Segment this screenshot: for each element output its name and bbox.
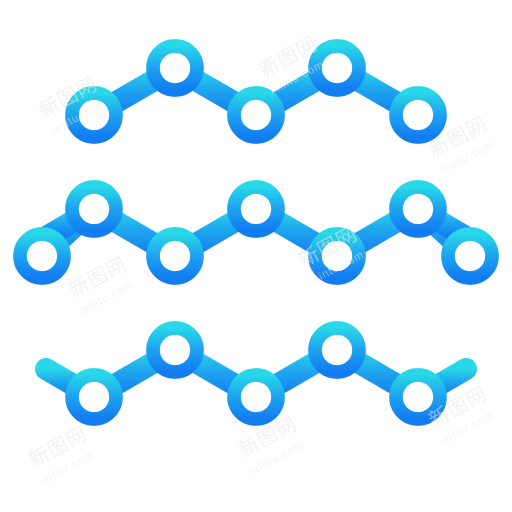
- atom-node: [153, 328, 197, 372]
- atom-node: [315, 234, 359, 278]
- atom-node: [315, 328, 359, 372]
- atom-node: [396, 187, 440, 231]
- atom-node: [72, 187, 116, 231]
- atom-node: [72, 93, 116, 137]
- atom-node: [234, 187, 278, 231]
- atom-node: [234, 93, 278, 137]
- atom-node: [234, 375, 278, 419]
- atom-node: [20, 234, 64, 278]
- atom-node: [396, 93, 440, 137]
- atom-node: [315, 46, 359, 90]
- atom-node: [396, 375, 440, 419]
- atom-node: [153, 46, 197, 90]
- atom-node: [448, 234, 492, 278]
- graphene-lattice-diagram: [0, 0, 512, 512]
- atom-node: [153, 234, 197, 278]
- atom-node: [72, 375, 116, 419]
